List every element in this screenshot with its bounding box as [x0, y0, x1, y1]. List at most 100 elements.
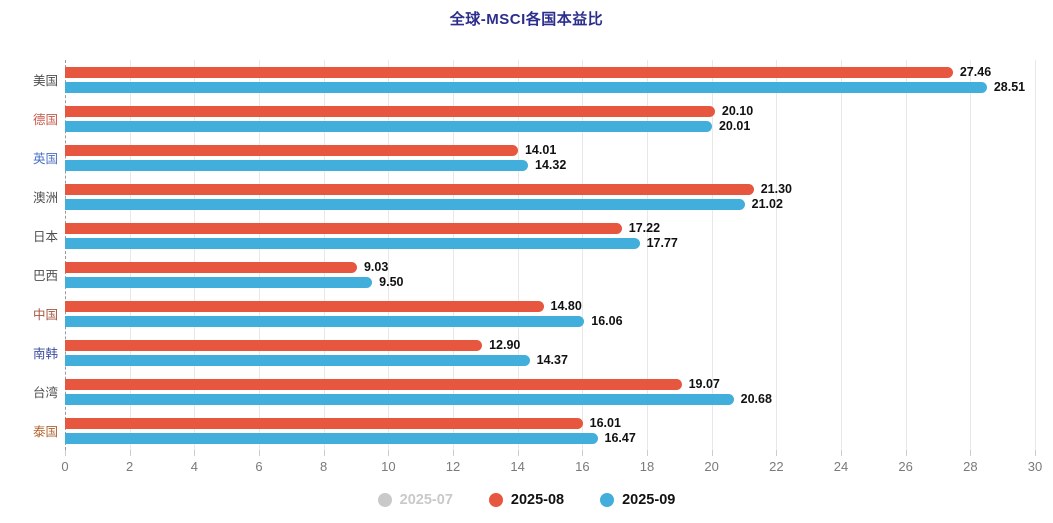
x-tick-mark-2 — [129, 450, 131, 456]
x-tick-mark-12 — [453, 450, 454, 456]
x-tick-label-30: 30 — [1027, 459, 1043, 474]
y-axis-label-泰国: 泰国 — [32, 425, 58, 439]
x-tick-label-10: 10 — [381, 459, 396, 474]
gridline-x-14 — [517, 60, 519, 450]
bar-2025-08-德国 — [65, 106, 715, 117]
gridline-x-12 — [453, 60, 454, 450]
x-tick-mark-26 — [905, 450, 907, 456]
bar-2025-08-南韩 — [65, 340, 483, 351]
gridline-x-30 — [1035, 60, 1036, 450]
gridline-x-6 — [259, 60, 260, 450]
bar-row-台湾: 19.07 20.68 — [65, 372, 1035, 411]
bar-2025-09-台湾 — [65, 394, 734, 405]
legend-item-2025-08[interactable]: 2025-08 — [488, 492, 565, 508]
x-tick-mark-28 — [970, 450, 972, 456]
bar-row-美国: 27.46 28.51 — [65, 60, 1035, 99]
bar-value-label: 12.90 — [489, 338, 521, 352]
bar-2025-09-德国 — [65, 121, 712, 132]
gridline-x-28 — [970, 60, 972, 450]
x-tick-mark-8 — [323, 450, 325, 456]
legend-swatch-circle-icon — [600, 493, 615, 507]
x-tick-label-26: 26 — [898, 459, 913, 474]
y-axis-label-澳洲: 澳洲 — [32, 191, 58, 205]
bar-value-label: 9.50 — [379, 275, 404, 289]
y-axis-label-南韩: 南韩 — [32, 347, 58, 361]
bar-value-label: 19.07 — [688, 377, 720, 391]
bar-2025-08-巴西 — [65, 262, 357, 273]
bar-value-label: 14.32 — [535, 158, 567, 172]
legend-item-2025-07[interactable]: 2025-07 — [377, 492, 453, 508]
x-tick-label-0: 0 — [61, 459, 69, 474]
x-tick-mark-18 — [647, 450, 648, 456]
bar-value-label: 9.03 — [363, 260, 389, 274]
x-tick-label-16: 16 — [575, 459, 590, 474]
x-tick-mark-4 — [194, 450, 196, 456]
bar-row-中国: 14.80 16.06 — [65, 294, 1035, 333]
x-tick-label-22: 22 — [769, 459, 784, 474]
y-axis-line — [65, 60, 66, 450]
legend-swatch-circle-icon — [488, 493, 503, 507]
bar-2025-08-美国 — [65, 67, 953, 78]
x-tick-mark-0 — [65, 450, 66, 456]
gridline-x-26 — [905, 60, 907, 450]
y-axis-label-日本: 日本 — [32, 230, 58, 244]
x-tick-mark-22 — [776, 450, 778, 456]
bar-row-泰国: 16.01 16.47 — [65, 411, 1035, 450]
legend-label: 2025-08 — [510, 492, 565, 508]
x-tick-label-6: 6 — [255, 459, 263, 474]
y-axis-label-巴西: 巴西 — [32, 269, 58, 283]
bar-value-label: 17.77 — [646, 236, 678, 250]
bar-2025-09-中国 — [65, 316, 585, 327]
bar-2025-09-澳洲 — [65, 199, 745, 210]
x-tick-label-4: 4 — [190, 459, 198, 474]
x-tick-mark-10 — [388, 450, 390, 456]
bar-2025-08-日本 — [65, 223, 622, 234]
bar-2025-08-台湾 — [65, 379, 682, 390]
gridline-x-8 — [323, 60, 325, 450]
x-tick-label-8: 8 — [320, 459, 328, 474]
bar-2025-09-泰国 — [65, 433, 598, 444]
legend-label: 2025-09 — [622, 492, 676, 508]
x-tick-mark-30 — [1035, 450, 1036, 456]
bar-2025-09-南韩 — [65, 355, 530, 366]
bar-row-巴西: 9.03 9.50 — [65, 255, 1035, 294]
bar-value-label: 20.10 — [721, 104, 754, 118]
x-tick-label-14: 14 — [510, 459, 525, 474]
bar-value-label: 14.37 — [536, 353, 568, 367]
x-tick-mark-16 — [582, 450, 584, 456]
bar-row-德国: 20.10 20.01 — [65, 99, 1035, 138]
bar-value-label: 28.51 — [993, 80, 1026, 94]
bar-2025-09-日本 — [65, 238, 640, 249]
bar-2025-08-澳洲 — [65, 184, 754, 195]
bar-value-label: 21.30 — [760, 182, 792, 196]
x-tick-label-2: 2 — [126, 459, 134, 474]
y-axis-label-英国: 英国 — [32, 152, 58, 166]
bar-value-label: 17.22 — [628, 221, 661, 235]
gridline-x-2 — [129, 60, 131, 450]
x-tick-label-24: 24 — [833, 459, 849, 474]
bar-value-label: 20.01 — [718, 119, 751, 133]
bar-row-日本: 17.22 17.77 — [65, 216, 1035, 255]
bar-value-label: 16.06 — [591, 314, 623, 328]
x-tick-label-12: 12 — [445, 459, 461, 474]
x-tick-mark-14 — [517, 450, 519, 456]
gridline-x-22 — [776, 60, 778, 450]
legend-swatch-circle-icon — [377, 493, 392, 507]
y-axis-label-德国: 德国 — [32, 113, 58, 127]
plot-area: 27.46 28.51 20.10 20.01 14.01 14.32 21.30 21.02… — [65, 60, 1036, 450]
bar-2025-08-中国 — [65, 301, 544, 312]
bar-2025-09-英国 — [65, 160, 528, 171]
x-tick-mark-24 — [841, 450, 842, 456]
bar-value-label: 16.01 — [589, 416, 621, 430]
legend-label: 2025-07 — [399, 492, 453, 508]
x-tick-label-20: 20 — [704, 459, 719, 474]
bar-value-label: 14.80 — [550, 299, 582, 313]
bar-row-澳洲: 21.30 21.02 — [65, 177, 1035, 216]
x-tick-mark-20 — [711, 450, 713, 456]
bar-value-label: 14.01 — [524, 143, 557, 157]
y-axis-label-台湾: 台湾 — [32, 386, 58, 400]
legend-item-2025-09[interactable]: 2025-09 — [600, 492, 675, 508]
chart-title: 全球-MSCI各国本益比 — [449, 11, 604, 28]
bar-2025-09-巴西 — [65, 277, 373, 288]
gridline-x-16 — [582, 60, 584, 450]
